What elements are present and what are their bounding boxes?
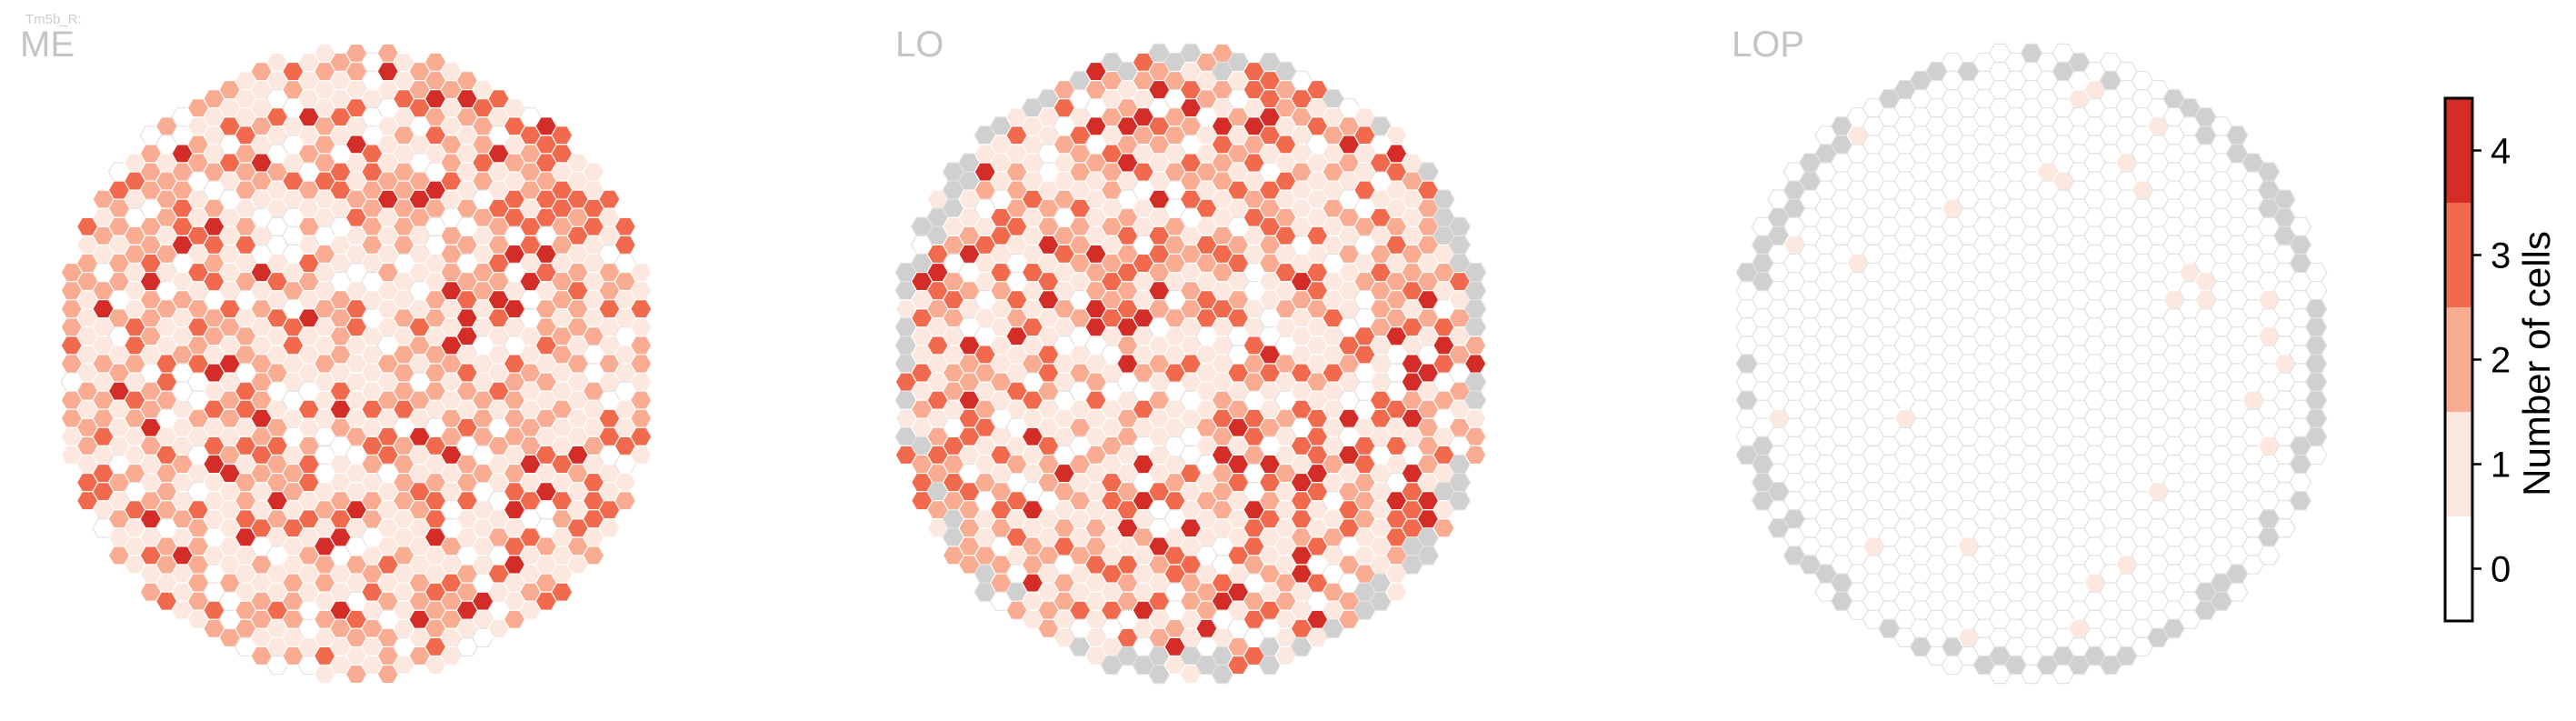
hex-cell bbox=[614, 216, 637, 236]
panel-title-lop: LOP bbox=[1732, 25, 1804, 65]
hex-cell bbox=[2304, 354, 2328, 374]
hex-cell bbox=[1463, 354, 1487, 374]
hex-cell bbox=[598, 518, 621, 538]
hex-cell bbox=[2304, 372, 2328, 392]
hex-cell bbox=[2304, 445, 2328, 466]
hex-cell bbox=[629, 354, 653, 374]
hex-cell bbox=[1463, 426, 1487, 447]
colorbar: 0 1 2 3 4 Number of cells bbox=[2443, 96, 2558, 623]
hex-cell bbox=[2304, 426, 2328, 447]
hex-cell bbox=[1384, 582, 1408, 602]
colorbar-tick-label: 3 bbox=[2491, 236, 2511, 276]
colorbar-band-0 bbox=[2445, 516, 2472, 621]
colorbar-band-4 bbox=[2445, 98, 2472, 203]
panel-me: ME bbox=[20, 25, 653, 685]
hex-cell bbox=[2304, 390, 2328, 410]
hex-cell bbox=[1433, 518, 1455, 538]
hex-cell bbox=[1384, 125, 1408, 145]
panel-lop: LOP bbox=[1732, 25, 2328, 685]
hex-cell bbox=[629, 280, 653, 301]
hex-cell bbox=[629, 299, 653, 319]
hex-cell bbox=[2289, 235, 2312, 255]
hex-cell bbox=[550, 582, 574, 602]
hex-cell bbox=[2304, 262, 2328, 283]
hex-cell bbox=[629, 335, 653, 355]
panel-title-me: ME bbox=[20, 25, 75, 65]
hex-cell bbox=[1463, 335, 1487, 355]
hex-cell bbox=[1463, 317, 1487, 337]
colorbar-tick-label: 4 bbox=[2491, 132, 2511, 172]
hex-cell bbox=[614, 491, 637, 511]
colorbar-tick-label: 1 bbox=[2491, 446, 2511, 486]
hex-cell bbox=[2304, 299, 2328, 319]
hex-cell bbox=[2289, 491, 2312, 511]
hex-cell bbox=[598, 189, 621, 209]
hex-cell bbox=[1448, 491, 1472, 511]
hex-cell bbox=[2289, 216, 2312, 236]
hex-cell bbox=[1463, 390, 1487, 410]
colorbar-band-1 bbox=[2445, 412, 2472, 516]
colorbar-tick-label: 2 bbox=[2491, 341, 2511, 381]
hex-cell bbox=[2273, 189, 2296, 209]
hex-cell bbox=[1463, 299, 1487, 319]
hex-cell bbox=[1448, 472, 1472, 493]
colorbar-bands bbox=[2445, 98, 2472, 621]
hex-cell bbox=[629, 262, 653, 283]
hex-cell bbox=[2304, 408, 2328, 428]
hex-cell bbox=[2225, 582, 2249, 602]
hex-cell bbox=[2304, 335, 2328, 355]
hex-cell bbox=[582, 162, 605, 182]
colorbar-label: Number of cells bbox=[2515, 231, 2558, 496]
hex-cell bbox=[614, 472, 637, 493]
hex-cell bbox=[614, 235, 637, 255]
colorbar-ticks: 0 1 2 3 4 bbox=[2472, 132, 2511, 590]
hex-cell bbox=[2273, 518, 2296, 538]
hex-cell bbox=[1463, 408, 1487, 428]
hex-cell bbox=[1463, 262, 1487, 283]
hex-cell bbox=[1463, 445, 1487, 466]
hex-cell bbox=[629, 426, 653, 447]
hex-cell bbox=[1416, 546, 1440, 566]
hex-grid-lo bbox=[894, 43, 1487, 685]
hex-cell bbox=[1463, 372, 1487, 392]
hex-cell bbox=[629, 445, 653, 466]
panel-title-lo: LO bbox=[895, 25, 944, 65]
hex-cell bbox=[582, 546, 605, 566]
hex-cell bbox=[629, 317, 653, 337]
colorbar-tick-label: 0 bbox=[2491, 550, 2511, 590]
hex-cell bbox=[2304, 317, 2328, 337]
panel-lo: LO bbox=[894, 25, 1487, 685]
hex-cell bbox=[1416, 162, 1440, 182]
hex-cell bbox=[2304, 280, 2328, 301]
figure-subtitle: Tm5b_R: bbox=[25, 12, 82, 27]
colorbar-band-3 bbox=[2445, 203, 2472, 307]
hex-cell bbox=[550, 125, 574, 145]
hex-grid-lop bbox=[1735, 43, 2328, 685]
hex-cell bbox=[1463, 280, 1487, 301]
hex-grid-me bbox=[60, 43, 653, 685]
hex-cell bbox=[2257, 162, 2281, 182]
hex-cell bbox=[629, 372, 653, 392]
hex-cell bbox=[2289, 472, 2312, 493]
hex-cell bbox=[629, 408, 653, 428]
hex-cell bbox=[2257, 546, 2281, 566]
hex-cell bbox=[2225, 125, 2249, 145]
hex-cell bbox=[1448, 216, 1472, 236]
hex-cell bbox=[1433, 189, 1455, 209]
hex-cell bbox=[1448, 235, 1472, 255]
colorbar-band-2 bbox=[2445, 307, 2472, 412]
hex-cell bbox=[629, 390, 653, 410]
